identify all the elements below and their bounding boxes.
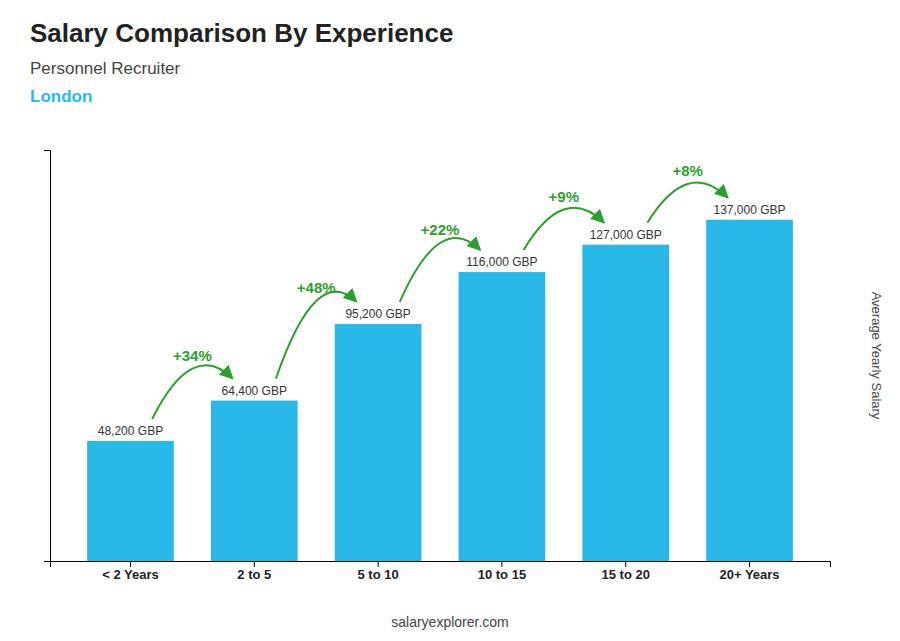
- change-label: +34%: [173, 347, 212, 364]
- chart-svg: Salary Comparison By Experience Personnel…: [0, 0, 900, 641]
- y-axis-title: Average Yearly Salary: [869, 292, 884, 420]
- data-labels: 48,200 GBP 64,400 GBP 95,200 GBP 116,000 GB…: [98, 203, 786, 438]
- x-tick-label: 15 to 20: [602, 567, 650, 582]
- change-label: +48%: [297, 279, 336, 296]
- x-tick-mark: [130, 561, 131, 567]
- change-arc: [647, 182, 727, 222]
- change-arc: [400, 238, 480, 302]
- x-axis: < 2 Years 2 to 5 5 to 10 10 to 15 15 to 20 20…: [51, 561, 831, 582]
- title: Salary Comparison By Experience: [30, 18, 453, 48]
- change-arc: [276, 292, 356, 379]
- city-label: London: [30, 87, 92, 106]
- bar: [582, 245, 669, 561]
- y-axis: [44, 151, 51, 562]
- x-tick-label: < 2 Years: [102, 567, 159, 582]
- data-label: 95,200 GBP: [345, 307, 410, 321]
- change-label: +22%: [421, 221, 460, 238]
- x-tick-label: 20+ Years: [719, 567, 779, 582]
- x-tick-mark: [749, 561, 750, 567]
- x-tick-mark: [501, 561, 502, 567]
- x-tick: 15 to 20: [602, 561, 650, 582]
- x-tick: 20+ Years: [719, 561, 779, 582]
- bar: [459, 272, 546, 561]
- x-tick: 5 to 10: [358, 561, 399, 582]
- x-tick: 2 to 5: [237, 561, 271, 582]
- x-tick-mark: [625, 561, 626, 567]
- bar: [211, 401, 298, 561]
- change-label: +9%: [549, 188, 579, 205]
- x-axis-line: [51, 562, 831, 568]
- bar: [87, 441, 174, 561]
- x-tick-label: 2 to 5: [237, 567, 271, 582]
- y-axis-line: [44, 151, 51, 562]
- data-label: 48,200 GBP: [98, 424, 163, 438]
- change-arcs: +34% +48% +22% +9% +8%: [152, 162, 728, 419]
- x-tick-label: 10 to 15: [478, 567, 526, 582]
- change-label: +8%: [672, 162, 702, 179]
- bar: [335, 324, 422, 561]
- change-arc: [152, 365, 232, 419]
- data-label: 64,400 GBP: [222, 384, 287, 398]
- x-tick: < 2 Years: [102, 561, 159, 582]
- change-arc: [524, 208, 604, 250]
- x-tick-mark: [254, 561, 255, 567]
- data-label: 137,000 GBP: [713, 203, 785, 217]
- footer: salaryexplorer.com: [391, 614, 509, 630]
- subtitle: Personnel Recruiter: [30, 59, 181, 78]
- bar: [706, 220, 793, 561]
- x-tick-mark: [378, 561, 379, 567]
- x-tick: 10 to 15: [478, 561, 526, 582]
- x-tick-label: 5 to 10: [358, 567, 399, 582]
- data-label: 127,000 GBP: [590, 228, 662, 242]
- data-label: 116,000 GBP: [466, 255, 537, 269]
- bars: [87, 220, 793, 561]
